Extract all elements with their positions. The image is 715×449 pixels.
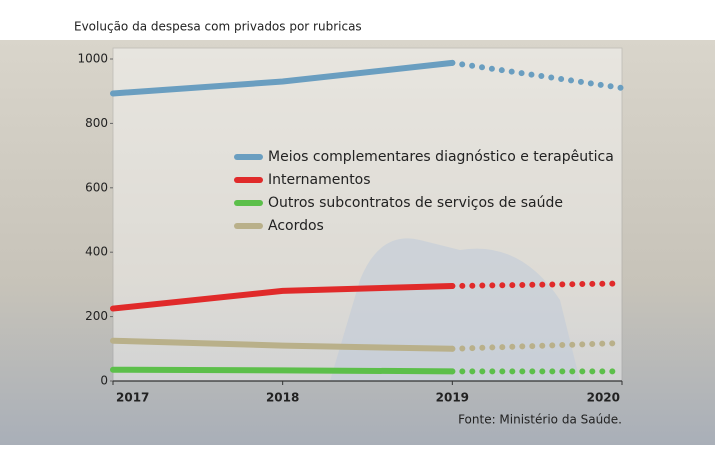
- x-tick-label: 2020: [587, 391, 620, 405]
- x-tick-label: 2019: [436, 391, 469, 405]
- y-tick-label: 0: [100, 374, 108, 388]
- source: Fonte: Ministério da Saúde.: [458, 413, 622, 427]
- y-tick-label: 1000: [77, 52, 108, 66]
- series-line: [110, 366, 456, 375]
- legend-label: Outros subcontratos de serviços de saúde: [268, 195, 563, 211]
- series-line-dotted: [449, 340, 625, 352]
- y-tick-label: 600: [85, 180, 108, 194]
- y-tick-label: 200: [85, 309, 108, 323]
- series-line: [110, 283, 456, 312]
- chart-title: Evolução da despesa com privados por rub…: [74, 20, 362, 34]
- legend-label: Acordos: [268, 218, 324, 234]
- x-tick-label: 2017: [116, 391, 149, 405]
- series-line: [110, 59, 456, 97]
- plot-area: [112, 47, 623, 382]
- series-line-dotted: [449, 59, 625, 91]
- y-tick-label: 800: [85, 116, 108, 130]
- y-tick-label: 400: [85, 245, 108, 259]
- legend-label: Meios complementares diagnóstico e terap…: [268, 149, 614, 165]
- legend-label: Internamentos: [268, 172, 371, 188]
- series-line: [110, 337, 456, 352]
- series-line-dotted: [449, 280, 625, 290]
- x-tick-label: 2018: [266, 391, 299, 405]
